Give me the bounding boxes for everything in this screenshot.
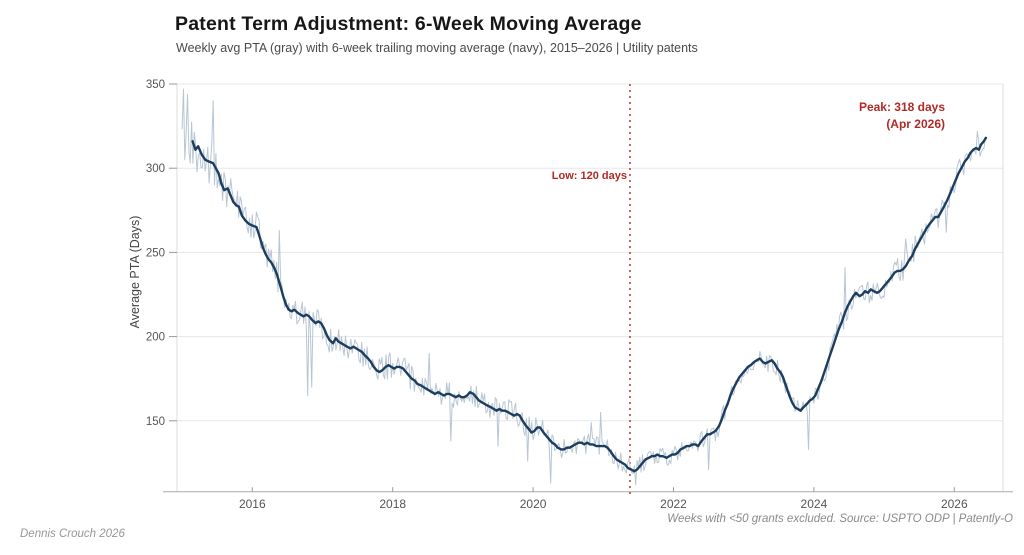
x-tick-label: 2024 [801, 497, 828, 511]
peak-annotation-line2: (Apr 2026) [886, 117, 945, 131]
x-tick-label: 2020 [520, 497, 547, 511]
low-annotation: Low: 120 days [551, 170, 627, 182]
x-axis-ticks: 2016 2018 2020 2022 2024 2026 [239, 487, 968, 511]
y-tick-label: 200 [146, 332, 165, 344]
y-tick-label: 350 [146, 79, 165, 91]
y-tick-label: 250 [146, 247, 165, 259]
moving-average-line [191, 136, 988, 473]
weekly-polyline [181, 88, 986, 486]
chart-title: Patent Term Adjustment: 6-Week Moving Av… [175, 13, 642, 35]
y-axis-ticks: 150 200 250 300 350 [146, 79, 177, 428]
moving-average-polyline [191, 136, 988, 473]
y-tick-label: 300 [146, 163, 165, 175]
source-note: Weeks with <50 grants excluded. Source: … [667, 513, 1013, 525]
plot-borders [176, 84, 1004, 492]
chart-subtitle: Weekly avg PTA (gray) with 6-week traili… [176, 41, 698, 55]
x-tick-label: 2016 [239, 497, 266, 511]
gridlines [177, 83, 1003, 422]
y-tick-label: 150 [146, 416, 165, 428]
peak-annotation-line1: Peak: 318 days [858, 100, 945, 114]
peak-annotation: Peak: 318 days (Apr 2026) [859, 99, 945, 133]
author-credit: Dennis Crouch 2026 [20, 528, 125, 540]
x-tick-label: 2018 [379, 497, 406, 511]
y-axis-title: Average PTA (Days) [128, 215, 142, 329]
weekly-series-line [181, 88, 986, 486]
x-tick-label: 2026 [941, 497, 968, 511]
x-tick-label: 2022 [660, 497, 687, 511]
